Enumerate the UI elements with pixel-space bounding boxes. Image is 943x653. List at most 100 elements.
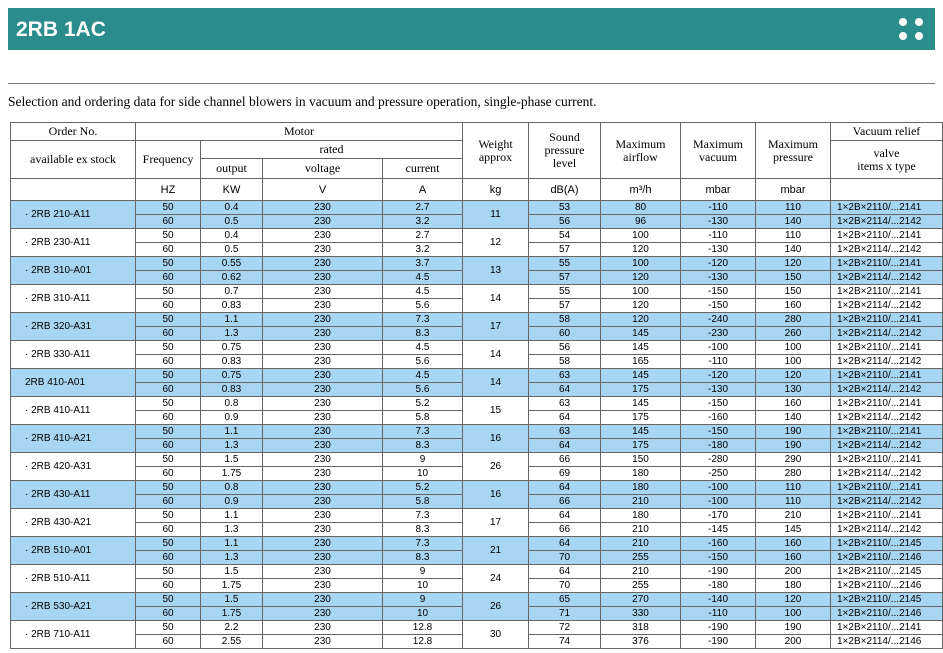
cell: 110 — [755, 480, 831, 495]
cell: 2.55 — [200, 634, 263, 649]
relief-valve: 1×2B×2110/...2141 — [830, 452, 943, 467]
cell: -110 — [680, 354, 756, 369]
cell: 110 — [755, 200, 831, 215]
cell: -250 — [680, 466, 756, 481]
cell: 280 — [755, 312, 831, 327]
weight: 26 — [462, 592, 529, 621]
cell: 175 — [600, 382, 681, 397]
cell: 230 — [262, 326, 383, 341]
cell: 0.55 — [200, 256, 263, 271]
relief-valve: 1×2B×2114/...2142 — [830, 466, 943, 481]
cell: 12.8 — [382, 620, 463, 635]
order-number: · 2RB 510-A11 — [10, 564, 136, 593]
cell: 2.7 — [382, 228, 463, 243]
cell: 2.7 — [382, 200, 463, 215]
cell: 230 — [262, 340, 383, 355]
order-number: · 2RB 310-A01 — [10, 256, 136, 285]
cell: 60 — [135, 410, 201, 425]
relief-valve: 1×2B×2110/...2145 — [830, 592, 943, 607]
cell: 100 — [755, 354, 831, 369]
relief-valve: 1×2B×2114/...2142 — [830, 410, 943, 425]
header-cell: current — [382, 158, 463, 179]
cell: 1.3 — [200, 550, 263, 565]
cell: 230 — [262, 494, 383, 509]
data-row: · 2RB 430-A11 50 0.8 230 5.2 16 64 180 -100 110 1×… — [10, 480, 943, 509]
cell: 230 — [262, 508, 383, 523]
cell: -180 — [680, 578, 756, 593]
relief-valve: 1×2B×2110/...2141 — [830, 368, 943, 383]
cell: 2.2 — [200, 620, 263, 635]
data-row: · 2RB 710-A11 50 2.2 230 12.8 30 72 318 -190 190 1… — [10, 620, 943, 649]
cell: 7.3 — [382, 424, 463, 439]
cell: 54 — [528, 228, 601, 243]
cell: -150 — [680, 298, 756, 313]
cell: -230 — [680, 326, 756, 341]
cell: -150 — [680, 396, 756, 411]
cell: 175 — [600, 438, 681, 453]
cell: 63 — [528, 368, 601, 383]
cell: 60 — [135, 578, 201, 593]
cell: 1.75 — [200, 606, 263, 621]
header-cell: Maximum airflow — [600, 122, 681, 179]
data-row: 60 2.55 230 12.8 74 376 -190 200 1×2B×2114/...21… — [11, 634, 943, 649]
cell: 5.6 — [382, 354, 463, 369]
cell: -100 — [680, 494, 756, 509]
unit-cell: KW — [200, 178, 263, 201]
cell: 270 — [600, 592, 681, 607]
cell: -150 — [680, 424, 756, 439]
cell: 230 — [262, 606, 383, 621]
cell: 60 — [135, 438, 201, 453]
cell: 230 — [262, 466, 383, 481]
cell: -130 — [680, 214, 756, 229]
relief-valve: 1×2B×2110/...2146 — [830, 578, 943, 593]
cell: 5.6 — [382, 382, 463, 397]
relief-valve: 1×2B×2110/...2141 — [830, 284, 943, 299]
unit-cell — [830, 178, 943, 201]
data-row: 60 1.75 230 10 71 330 -110 100 1×2B×2110/...2146 — [11, 606, 943, 621]
cell: 60 — [135, 354, 201, 369]
cell: 5.8 — [382, 410, 463, 425]
cell: 230 — [262, 452, 383, 467]
cell: 4.5 — [382, 270, 463, 285]
cell: 0.83 — [200, 298, 263, 313]
cell: 318 — [600, 620, 681, 635]
relief-valve: 1×2B×2110/...2146 — [830, 606, 943, 621]
cell: 1.1 — [200, 312, 263, 327]
relief-valve: 1×2B×2114/...2142 — [830, 382, 943, 397]
weight: 14 — [462, 340, 529, 369]
cell: 8.3 — [382, 522, 463, 537]
data-row: 60 1.3 230 8.3 70 255 -150 160 1×2B×2110/...2146 — [11, 550, 943, 565]
cell: 230 — [262, 242, 383, 257]
header-text: Maximum — [615, 136, 666, 151]
cell: 210 — [600, 494, 681, 509]
cell: 376 — [600, 634, 681, 649]
cell: 50 — [135, 340, 201, 355]
cell: -150 — [680, 284, 756, 299]
cell: 71 — [528, 606, 601, 621]
header-text: valve — [873, 145, 900, 160]
cell: 230 — [262, 228, 383, 243]
cell: 3.2 — [382, 242, 463, 257]
cell: 1.3 — [200, 438, 263, 453]
cell: 145 — [600, 368, 681, 383]
cell: -145 — [680, 522, 756, 537]
cell: 58 — [528, 312, 601, 327]
cell: 230 — [262, 536, 383, 551]
cell: 145 — [600, 396, 681, 411]
order-number: · 2RB 510-A01 — [10, 536, 136, 565]
cell: 1.5 — [200, 592, 263, 607]
cell: 60 — [135, 270, 201, 285]
caption: Selection and ordering data for side cha… — [8, 94, 597, 109]
cell: 3.7 — [382, 256, 463, 271]
cell: -130 — [680, 242, 756, 257]
cell: -140 — [680, 592, 756, 607]
data-row: 60 0.9 230 5.8 66 210 -100 110 1×2B×2114/...2142 — [11, 494, 943, 509]
cell: 50 — [135, 424, 201, 439]
cell: 57 — [528, 270, 601, 285]
data-row: · 2RB 210-A11 50 0.4 230 2.7 11 53 80 -110 110 1×2… — [10, 200, 943, 229]
cell: 230 — [262, 620, 383, 635]
cell: 210 — [600, 564, 681, 579]
relief-valve: 1×2B×2114/...2142 — [830, 438, 943, 453]
title-bar: 2RB 1AC — [8, 8, 935, 50]
unit-cell: dB(A) — [528, 178, 601, 201]
